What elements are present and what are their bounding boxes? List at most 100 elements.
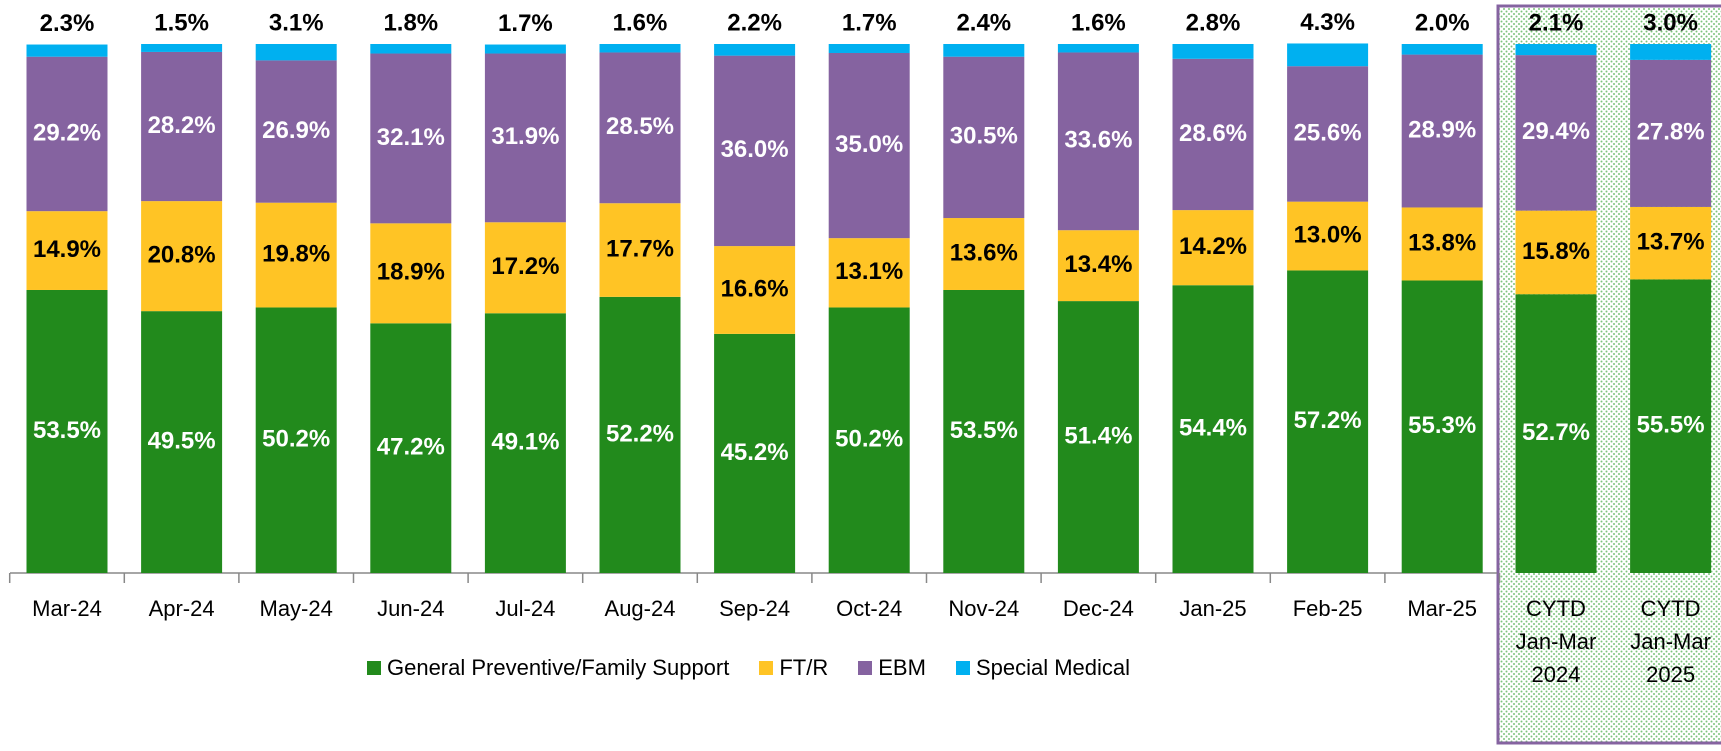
bar-segment [255, 60, 337, 203]
data-label: 52.2% [606, 420, 674, 447]
bar-segment [1057, 301, 1139, 573]
data-label: 13.8% [1408, 229, 1476, 256]
data-label: 1.7% [842, 9, 897, 36]
x-tick-label: CYTD Jan-Mar 2025 [1630, 596, 1711, 687]
legend-label: EBM [878, 655, 926, 680]
bar-segment [484, 222, 566, 314]
data-label: 53.5% [33, 417, 101, 444]
bar-segment [1287, 270, 1369, 573]
bar-segment [1057, 230, 1139, 302]
x-tick-label: Jan-25 [1179, 596, 1247, 621]
x-tick-label: Feb-25 [1292, 596, 1363, 621]
data-label: 13.6% [950, 239, 1018, 266]
x-tick-label: Oct-24 [836, 596, 903, 621]
legend-label: FT/R [779, 655, 829, 680]
data-label: 2.8% [1186, 9, 1241, 36]
bar-segment [26, 211, 108, 290]
data-label: 54.4% [1179, 414, 1247, 441]
data-label: 30.5% [950, 123, 1018, 150]
data-label: 26.9% [262, 117, 330, 144]
bar-segment [1287, 201, 1369, 271]
bar-segment [1630, 279, 1712, 573]
data-label: 13.7% [1637, 229, 1705, 256]
data-label: 28.2% [148, 112, 216, 139]
x-tick-label: Aug-24 [604, 596, 676, 621]
bar-segment [1515, 55, 1597, 211]
data-label: 17.7% [606, 235, 674, 262]
bar-segment [714, 333, 796, 573]
bar-segment [714, 246, 796, 334]
data-label: 29.4% [1522, 118, 1590, 145]
bar-segment [370, 53, 452, 224]
bar-segment [599, 296, 681, 573]
bar-segment [828, 52, 910, 239]
data-label: 57.2% [1294, 407, 1362, 434]
bar-segment [828, 238, 910, 308]
bar-segment [141, 51, 223, 202]
data-label: 29.2% [33, 119, 101, 146]
bar-segment [943, 44, 1025, 57]
data-label: 27.8% [1637, 119, 1705, 146]
data-label: 1.8% [383, 9, 438, 36]
data-label: 15.8% [1522, 238, 1590, 265]
bar-segment [1630, 44, 1712, 60]
data-label: 45.2% [721, 439, 789, 466]
bar-segment [141, 311, 223, 573]
bar-segment [599, 44, 681, 53]
bar-segment [26, 56, 108, 212]
data-label: 1.6% [1071, 9, 1126, 36]
data-label: 3.1% [269, 9, 324, 36]
bar-segment [943, 289, 1025, 573]
bar-segment [26, 44, 108, 57]
bar-segment [1172, 44, 1254, 59]
x-tick-label: Mar-25 [1407, 596, 1478, 621]
data-label: 2.0% [1415, 9, 1470, 36]
x-tick-label: Dec-24 [1062, 596, 1134, 621]
legend-label: General Preventive/Family Support [386, 655, 730, 680]
data-label: 2.1% [1529, 9, 1584, 36]
bar-segment [255, 44, 337, 61]
bar-segment [484, 44, 566, 54]
data-label: 55.5% [1637, 412, 1705, 439]
legend-label: Special Medical [975, 655, 1131, 680]
legend-item: FT/R [759, 655, 828, 681]
bar-segment [1172, 58, 1254, 211]
bar-segment [255, 202, 337, 308]
data-label: 36.0% [721, 136, 789, 163]
x-tick-label: Jun-24 [377, 596, 445, 621]
bar-segment [1172, 210, 1254, 286]
data-label: 1.7% [498, 10, 553, 37]
bar-segment [1630, 59, 1712, 207]
data-label: 14.9% [33, 236, 101, 263]
legend-swatch [858, 661, 873, 675]
bar-segment [1515, 294, 1597, 573]
data-label: 50.2% [835, 426, 903, 453]
x-tick-label: Mar-24 [32, 596, 102, 621]
bar-segment [943, 56, 1025, 219]
bar-segment [714, 44, 796, 56]
data-label: 53.5% [950, 417, 1018, 444]
legend-item: General Preventive/Family Support [366, 655, 730, 681]
data-label: 4.3% [1300, 9, 1355, 36]
data-label: 3.0% [1643, 9, 1698, 36]
bar-segment [828, 44, 910, 53]
bar-segment [943, 218, 1025, 290]
bar-segment [1401, 280, 1483, 573]
bar-segment [1172, 285, 1254, 573]
bar-segment [1401, 207, 1483, 281]
data-label: 28.6% [1179, 120, 1247, 147]
data-label: 28.5% [606, 113, 674, 140]
legend-swatch [955, 661, 970, 675]
data-label: 1.5% [154, 9, 209, 36]
x-tick-label: Jul-24 [495, 596, 556, 621]
data-label: 47.2% [377, 433, 445, 460]
data-label: 32.1% [377, 124, 445, 151]
bar-segment [141, 44, 223, 52]
x-tick-label: CYTD Jan-Mar 2024 [1515, 596, 1597, 687]
bar-segment [370, 323, 452, 573]
data-label: 49.5% [148, 427, 216, 454]
bar-segment [1287, 66, 1369, 202]
bar-segment [1515, 44, 1597, 56]
